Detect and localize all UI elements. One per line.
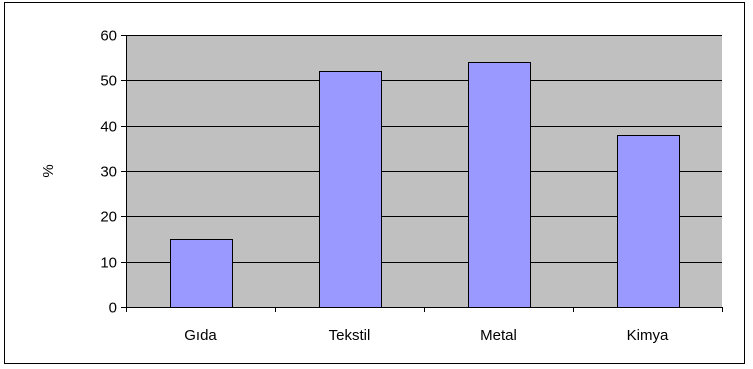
y-axis-label: % xyxy=(40,164,57,177)
bar-gıda xyxy=(170,239,233,308)
bars xyxy=(170,62,680,308)
x-tick-label: Kimya xyxy=(627,327,669,344)
x-tick-label: Metal xyxy=(480,327,517,344)
y-tick-label: 50 xyxy=(100,73,117,90)
y-tick-label: 40 xyxy=(100,119,117,136)
labels: 0 10 20 30 40 50 60 Gıda Tekstil Metal Kimya% xyxy=(40,28,669,345)
y-tick-label: 10 xyxy=(100,255,117,272)
y-tick-label: 30 xyxy=(100,164,117,181)
y-tick-label: 0 xyxy=(109,300,117,317)
x-tick-label: Tekstil xyxy=(329,327,371,344)
y-tick-label: 20 xyxy=(100,209,117,226)
axes xyxy=(121,35,723,312)
bar-metal xyxy=(468,62,531,308)
y-tick-label: 60 xyxy=(100,28,117,45)
bar-kimya xyxy=(617,135,680,308)
x-tick-label: Gıda xyxy=(184,327,217,344)
bar-tekstil xyxy=(319,71,382,308)
